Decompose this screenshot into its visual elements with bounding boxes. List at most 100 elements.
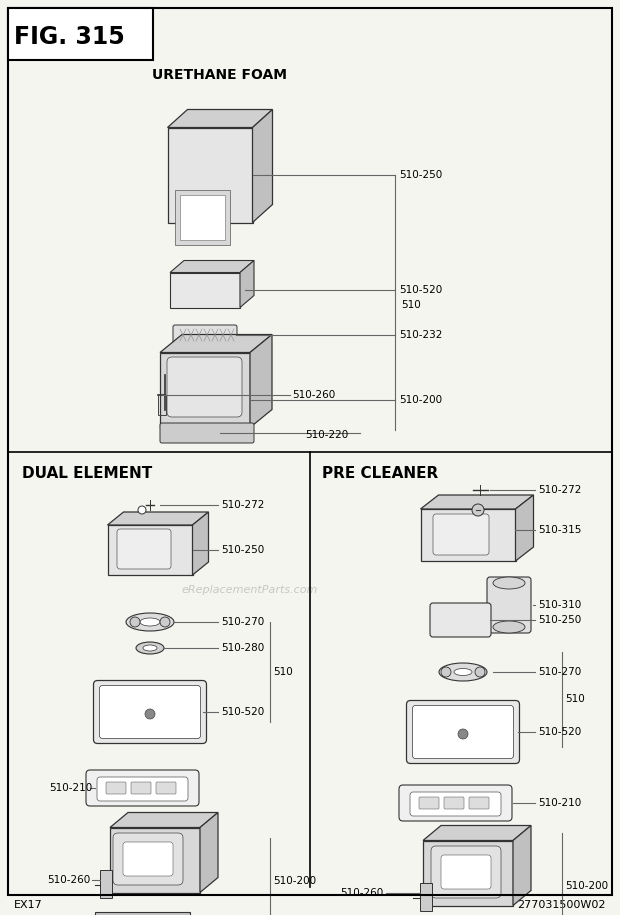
Polygon shape: [200, 813, 218, 892]
Text: eReplacementParts.com: eReplacementParts.com: [182, 585, 318, 595]
Polygon shape: [160, 352, 250, 427]
Polygon shape: [167, 110, 273, 127]
Ellipse shape: [454, 669, 472, 675]
Text: 510-270: 510-270: [538, 667, 582, 677]
Text: FIG. 315: FIG. 315: [14, 25, 125, 49]
Polygon shape: [110, 827, 200, 892]
Text: DUAL ELEMENT: DUAL ELEMENT: [22, 467, 153, 481]
Text: 510-250: 510-250: [221, 545, 264, 555]
FancyBboxPatch shape: [160, 423, 254, 443]
FancyBboxPatch shape: [97, 777, 188, 801]
FancyBboxPatch shape: [444, 797, 464, 809]
Text: 510-270: 510-270: [221, 617, 264, 627]
Polygon shape: [110, 813, 218, 827]
Polygon shape: [167, 127, 252, 222]
Text: 510-272: 510-272: [221, 500, 264, 510]
FancyBboxPatch shape: [117, 529, 171, 569]
Text: 510-210: 510-210: [538, 798, 582, 808]
Ellipse shape: [140, 618, 160, 626]
Bar: [158, 395, 166, 415]
Circle shape: [130, 617, 140, 627]
Text: 510-272: 510-272: [538, 485, 582, 495]
Polygon shape: [250, 335, 272, 427]
FancyBboxPatch shape: [86, 770, 199, 806]
Text: URETHANE FOAM: URETHANE FOAM: [153, 68, 288, 82]
FancyBboxPatch shape: [430, 603, 491, 637]
FancyBboxPatch shape: [94, 681, 206, 744]
Polygon shape: [252, 110, 273, 222]
Circle shape: [145, 709, 155, 719]
Text: 510-520: 510-520: [538, 727, 582, 737]
Bar: [180, 195, 225, 240]
FancyBboxPatch shape: [173, 325, 237, 345]
FancyBboxPatch shape: [156, 782, 176, 794]
Text: 510-520: 510-520: [221, 707, 264, 717]
Bar: [420, 883, 432, 911]
Text: 510-260: 510-260: [46, 875, 90, 885]
FancyBboxPatch shape: [412, 705, 513, 759]
Text: 510-220: 510-220: [305, 430, 348, 440]
Polygon shape: [423, 825, 531, 841]
Text: 510: 510: [565, 694, 585, 705]
FancyBboxPatch shape: [123, 842, 173, 876]
FancyBboxPatch shape: [407, 701, 520, 763]
FancyBboxPatch shape: [487, 577, 531, 633]
Ellipse shape: [143, 645, 157, 651]
Bar: [100, 870, 112, 898]
FancyBboxPatch shape: [99, 685, 200, 738]
FancyBboxPatch shape: [131, 782, 151, 794]
Polygon shape: [160, 335, 272, 352]
Polygon shape: [240, 261, 254, 307]
Circle shape: [458, 729, 468, 739]
Text: 510-260: 510-260: [292, 390, 335, 400]
Polygon shape: [170, 261, 254, 273]
FancyBboxPatch shape: [106, 782, 126, 794]
Text: PRE CLEANER: PRE CLEANER: [322, 467, 438, 481]
FancyBboxPatch shape: [167, 357, 242, 417]
Bar: [8, 8, 153, 60]
Text: 510-520: 510-520: [399, 285, 442, 295]
Circle shape: [441, 667, 451, 677]
FancyBboxPatch shape: [469, 797, 489, 809]
Polygon shape: [192, 512, 208, 575]
Polygon shape: [107, 512, 208, 525]
Bar: [175, 190, 230, 245]
Polygon shape: [420, 495, 533, 509]
Circle shape: [160, 617, 170, 627]
FancyBboxPatch shape: [441, 855, 491, 889]
Polygon shape: [420, 509, 515, 561]
Polygon shape: [423, 841, 513, 906]
Text: 510-210: 510-210: [49, 783, 92, 793]
Ellipse shape: [126, 613, 174, 631]
Text: 277031500W02: 277031500W02: [518, 900, 606, 910]
Polygon shape: [170, 273, 240, 307]
FancyBboxPatch shape: [433, 514, 489, 555]
Text: 510-260: 510-260: [340, 888, 383, 898]
Ellipse shape: [493, 621, 525, 633]
Text: 510-280: 510-280: [221, 643, 264, 653]
Ellipse shape: [136, 642, 164, 654]
Text: 510-310: 510-310: [538, 600, 582, 610]
Text: 510-315: 510-315: [538, 525, 582, 535]
Polygon shape: [515, 495, 533, 561]
Ellipse shape: [439, 663, 487, 681]
Text: 510: 510: [401, 300, 421, 310]
FancyBboxPatch shape: [431, 846, 501, 898]
Text: 510-200: 510-200: [273, 876, 316, 886]
Bar: [95, 912, 190, 915]
Text: 510-250: 510-250: [538, 615, 582, 625]
Circle shape: [472, 504, 484, 516]
Text: 510-200: 510-200: [565, 881, 608, 891]
Text: EX17: EX17: [14, 900, 43, 910]
Circle shape: [138, 506, 146, 514]
Text: 510-200: 510-200: [399, 395, 442, 405]
Polygon shape: [107, 525, 192, 575]
Polygon shape: [513, 825, 531, 906]
Circle shape: [475, 667, 485, 677]
FancyBboxPatch shape: [410, 792, 501, 816]
Text: 510: 510: [273, 667, 293, 677]
Text: 510-250: 510-250: [399, 170, 442, 180]
FancyBboxPatch shape: [399, 785, 512, 821]
Text: 510-232: 510-232: [399, 330, 443, 340]
Ellipse shape: [493, 577, 525, 589]
